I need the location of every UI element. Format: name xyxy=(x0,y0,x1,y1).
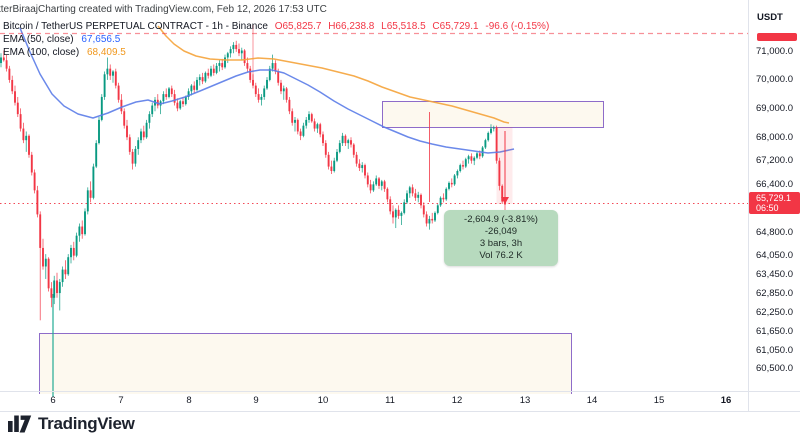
price-tick-label: 64,050.0 xyxy=(756,250,793,262)
time-tick-label: 15 xyxy=(653,395,665,406)
measure-bar-count: 3 bars, 3h xyxy=(479,238,523,249)
measure-volume: Vol 76.2 K xyxy=(479,250,523,261)
indicator-legend-ema50[interactable]: EMA (50, close) 67,656.5 xyxy=(3,34,120,45)
time-tick-label: 12 xyxy=(451,395,463,406)
last-price-badge: 65,729.1 06:50 xyxy=(749,192,800,214)
ema100-label[interactable]: EMA (100, close) xyxy=(3,47,80,58)
time-tick-label: 6 xyxy=(50,395,56,406)
time-tick-label: 11 xyxy=(385,395,395,406)
symbol-legend[interactable]: Bitcoin / TetherUS PERPETUAL CONTRACT - … xyxy=(3,21,553,32)
chart-watermark: tterBiraajCharting created with TradingV… xyxy=(0,4,327,15)
change-value: -96.6 (-0.15%) xyxy=(485,21,550,32)
price-tick-label: 69,000.0 xyxy=(756,102,793,114)
time-tick-label: 14 xyxy=(586,395,598,406)
price-tick-label: 64,800.0 xyxy=(756,227,793,239)
price-tick-label: 68,000.0 xyxy=(756,131,793,143)
tradingview-logo[interactable]: TradingView xyxy=(8,414,135,434)
price-tick-label: 62,850.0 xyxy=(756,287,793,299)
candlestick-chart-canvas[interactable] xyxy=(0,0,800,412)
axis-currency-label: USDT xyxy=(757,12,783,23)
price-tick-label: 71,000.0 xyxy=(756,46,793,58)
ema50-label[interactable]: EMA (50, close) xyxy=(3,34,74,45)
ohlc-close: C65,729.1 xyxy=(432,21,479,32)
price-tick-label: 61,050.0 xyxy=(756,345,793,357)
ema50-value: 67,656.5 xyxy=(81,34,121,45)
tradingview-logo-icon xyxy=(8,415,32,433)
ohlc-low: L65,518.5 xyxy=(381,21,426,32)
tradingview-logo-text: TradingView xyxy=(38,414,135,433)
candle-countdown: 06:50 xyxy=(756,203,779,213)
measure-price-change: -2,604.9 (-3.81%) -26,049 xyxy=(464,214,538,237)
ohlc-high: H66,238.8 xyxy=(328,21,375,32)
price-tick-label: 62,250.0 xyxy=(756,306,793,318)
time-tick-label: 9 xyxy=(253,395,259,406)
measure-tooltip: -2,604.9 (-3.81%) -26,049 3 bars, 3h Vol… xyxy=(444,210,558,266)
ema100-value: 68,409.5 xyxy=(86,47,126,58)
alert-price-badge[interactable] xyxy=(757,33,797,41)
price-tick-label: 66,400.0 xyxy=(756,178,793,190)
price-tick-label: 60,500.0 xyxy=(756,362,793,374)
price-tick-label: 61,650.0 xyxy=(756,325,793,337)
last-price-value: 65,729.1 xyxy=(756,193,792,203)
time-tick-label: 8 xyxy=(186,395,192,406)
time-tick-label: 10 xyxy=(317,395,329,406)
ohlc-open: O65,825.7 xyxy=(274,21,322,32)
indicator-legend-ema100[interactable]: EMA (100, close) 68,409.5 xyxy=(3,47,126,58)
price-tick-label: 63,450.0 xyxy=(756,268,793,280)
price-tick-label: 70,000.0 xyxy=(756,74,793,86)
price-tick-label: 67,200.0 xyxy=(756,155,793,167)
symbol-title[interactable]: Bitcoin / TetherUS PERPETUAL CONTRACT - … xyxy=(3,21,268,32)
time-tick-label: 13 xyxy=(519,395,531,406)
time-tick-label: 16 xyxy=(720,395,732,406)
time-tick-label: 7 xyxy=(118,395,124,406)
